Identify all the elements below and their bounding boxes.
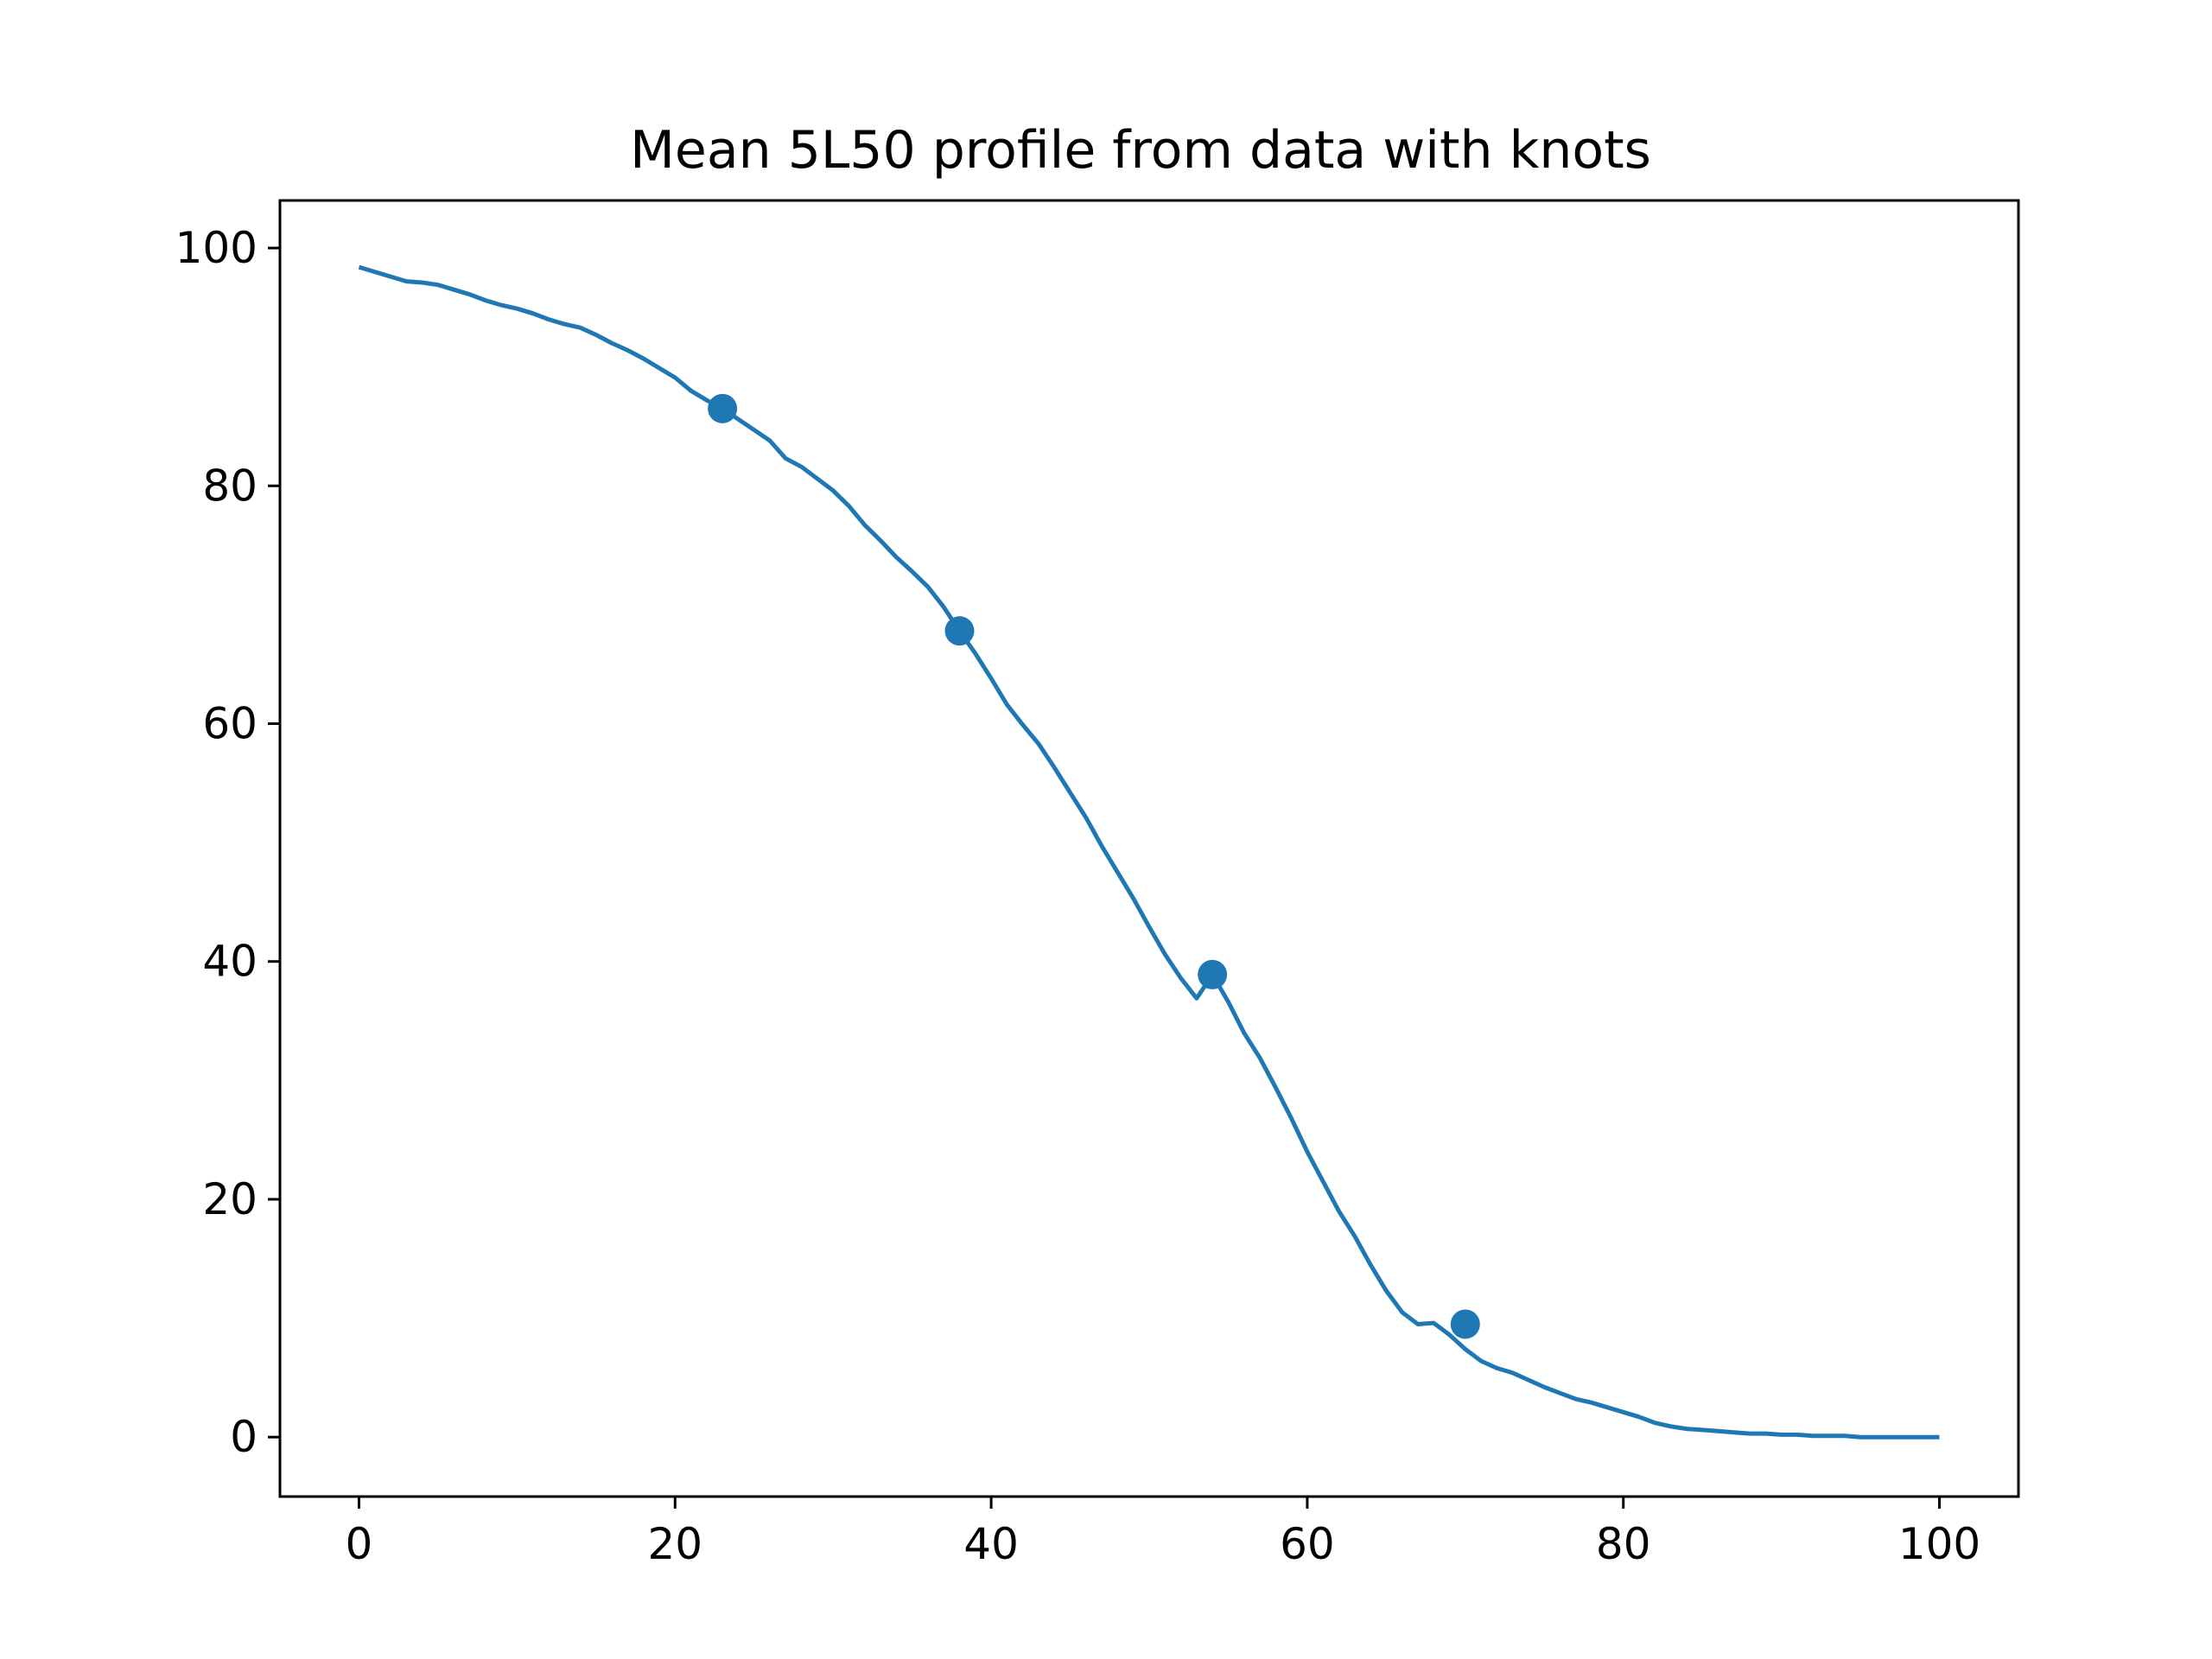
- x-tick-label: 40: [963, 1519, 1019, 1569]
- axis-ticks: 0 20 40 60 80 100 0 20 40 60 80 100: [175, 223, 1981, 1569]
- x-tick-label: 20: [647, 1519, 702, 1569]
- x-tick-label: 100: [1898, 1519, 1980, 1569]
- y-tick-label: 20: [202, 1174, 257, 1224]
- y-tick-label: 100: [175, 223, 257, 273]
- x-tick-label: 80: [1596, 1519, 1651, 1569]
- series-line: [358, 264, 1940, 1440]
- y-tick-label: 80: [202, 461, 257, 511]
- knot-point: [944, 616, 975, 646]
- y-tick-label: 40: [202, 937, 257, 987]
- y-tick-label: 0: [230, 1412, 257, 1462]
- x-tick-label: 60: [1280, 1519, 1335, 1569]
- y-tick-label: 60: [202, 699, 257, 749]
- knot-point: [1450, 1309, 1480, 1339]
- x-tick-label: 0: [346, 1519, 373, 1569]
- knot-point: [708, 393, 738, 423]
- plot-area: [358, 264, 1940, 1440]
- axes-frame: [278, 199, 2020, 1498]
- knot-point: [1198, 959, 1228, 989]
- chart-title: Mean 5L50 profile from data with knots: [630, 120, 1651, 181]
